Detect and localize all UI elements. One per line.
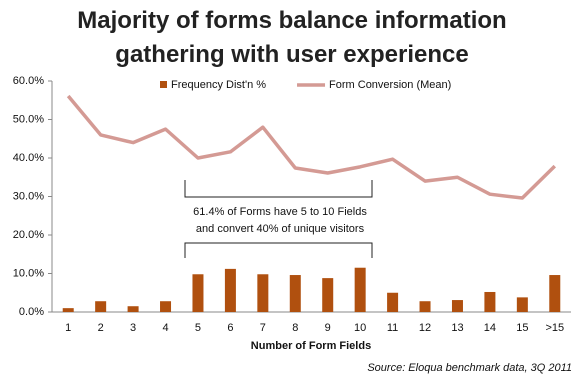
bracket (184, 242, 373, 258)
bar (322, 278, 334, 312)
x-tick-label: 6 (227, 322, 233, 334)
bar (224, 268, 236, 312)
x-tick-label: 1 (65, 322, 71, 334)
x-tick-label: 2 (98, 322, 104, 334)
line (66, 94, 557, 200)
x-tick-label: 15 (516, 322, 528, 334)
title-box: Majority of forms balance information ga… (0, 4, 584, 72)
y-tick-label: 60.0% (13, 75, 44, 87)
x-tick-label: 3 (130, 322, 136, 334)
x-tick-label: 7 (260, 322, 266, 334)
chart-title: Majority of forms balance information ga… (77, 7, 507, 68)
x-tick-label: >15 (545, 322, 564, 334)
legend-label: Frequency Dist'n % (171, 79, 266, 91)
x-tick-label: 10 (354, 322, 366, 334)
y-tick-label: 20.0% (13, 229, 44, 241)
bar (549, 275, 561, 312)
bar (354, 267, 366, 312)
bar (62, 308, 74, 312)
legend-label: Form Conversion (Mean) (329, 79, 451, 91)
x-tick-label: 8 (292, 322, 298, 334)
y-tick-label: 30.0% (13, 190, 44, 202)
bar (484, 291, 496, 312)
bar (127, 306, 139, 312)
y-tick-label: 10.0% (13, 267, 44, 279)
bar (192, 274, 204, 312)
bar (289, 275, 301, 312)
bar (95, 301, 107, 312)
annotation: and convert 40% of unique visitors (196, 223, 365, 235)
x-tick-label: 9 (325, 322, 331, 334)
x-tick-label: 5 (195, 322, 201, 334)
annotation: 61.4% of Forms have 5 to 10 Fields (193, 206, 367, 218)
y-tick-label: 0.0% (19, 306, 44, 318)
bar (516, 297, 528, 312)
x-tick-label: 14 (484, 322, 496, 334)
bar (451, 300, 463, 312)
legend-swatch (160, 81, 167, 88)
bar (387, 292, 399, 312)
bracket (184, 180, 373, 198)
bar (257, 274, 269, 312)
x-tick-label: 13 (451, 322, 463, 334)
x-axis-label: Number of Form Fields (251, 340, 371, 352)
y-tick-label: 40.0% (13, 152, 44, 164)
x-tick-label: 11 (387, 322, 398, 334)
source: Source: Eloqua benchmark data, 3Q 2011 (367, 362, 572, 374)
bar (160, 301, 172, 312)
x-tick-label: 4 (162, 322, 168, 334)
x-tick-label: 12 (419, 322, 431, 334)
y-tick-label: 50.0% (13, 113, 44, 125)
bar (419, 301, 431, 312)
